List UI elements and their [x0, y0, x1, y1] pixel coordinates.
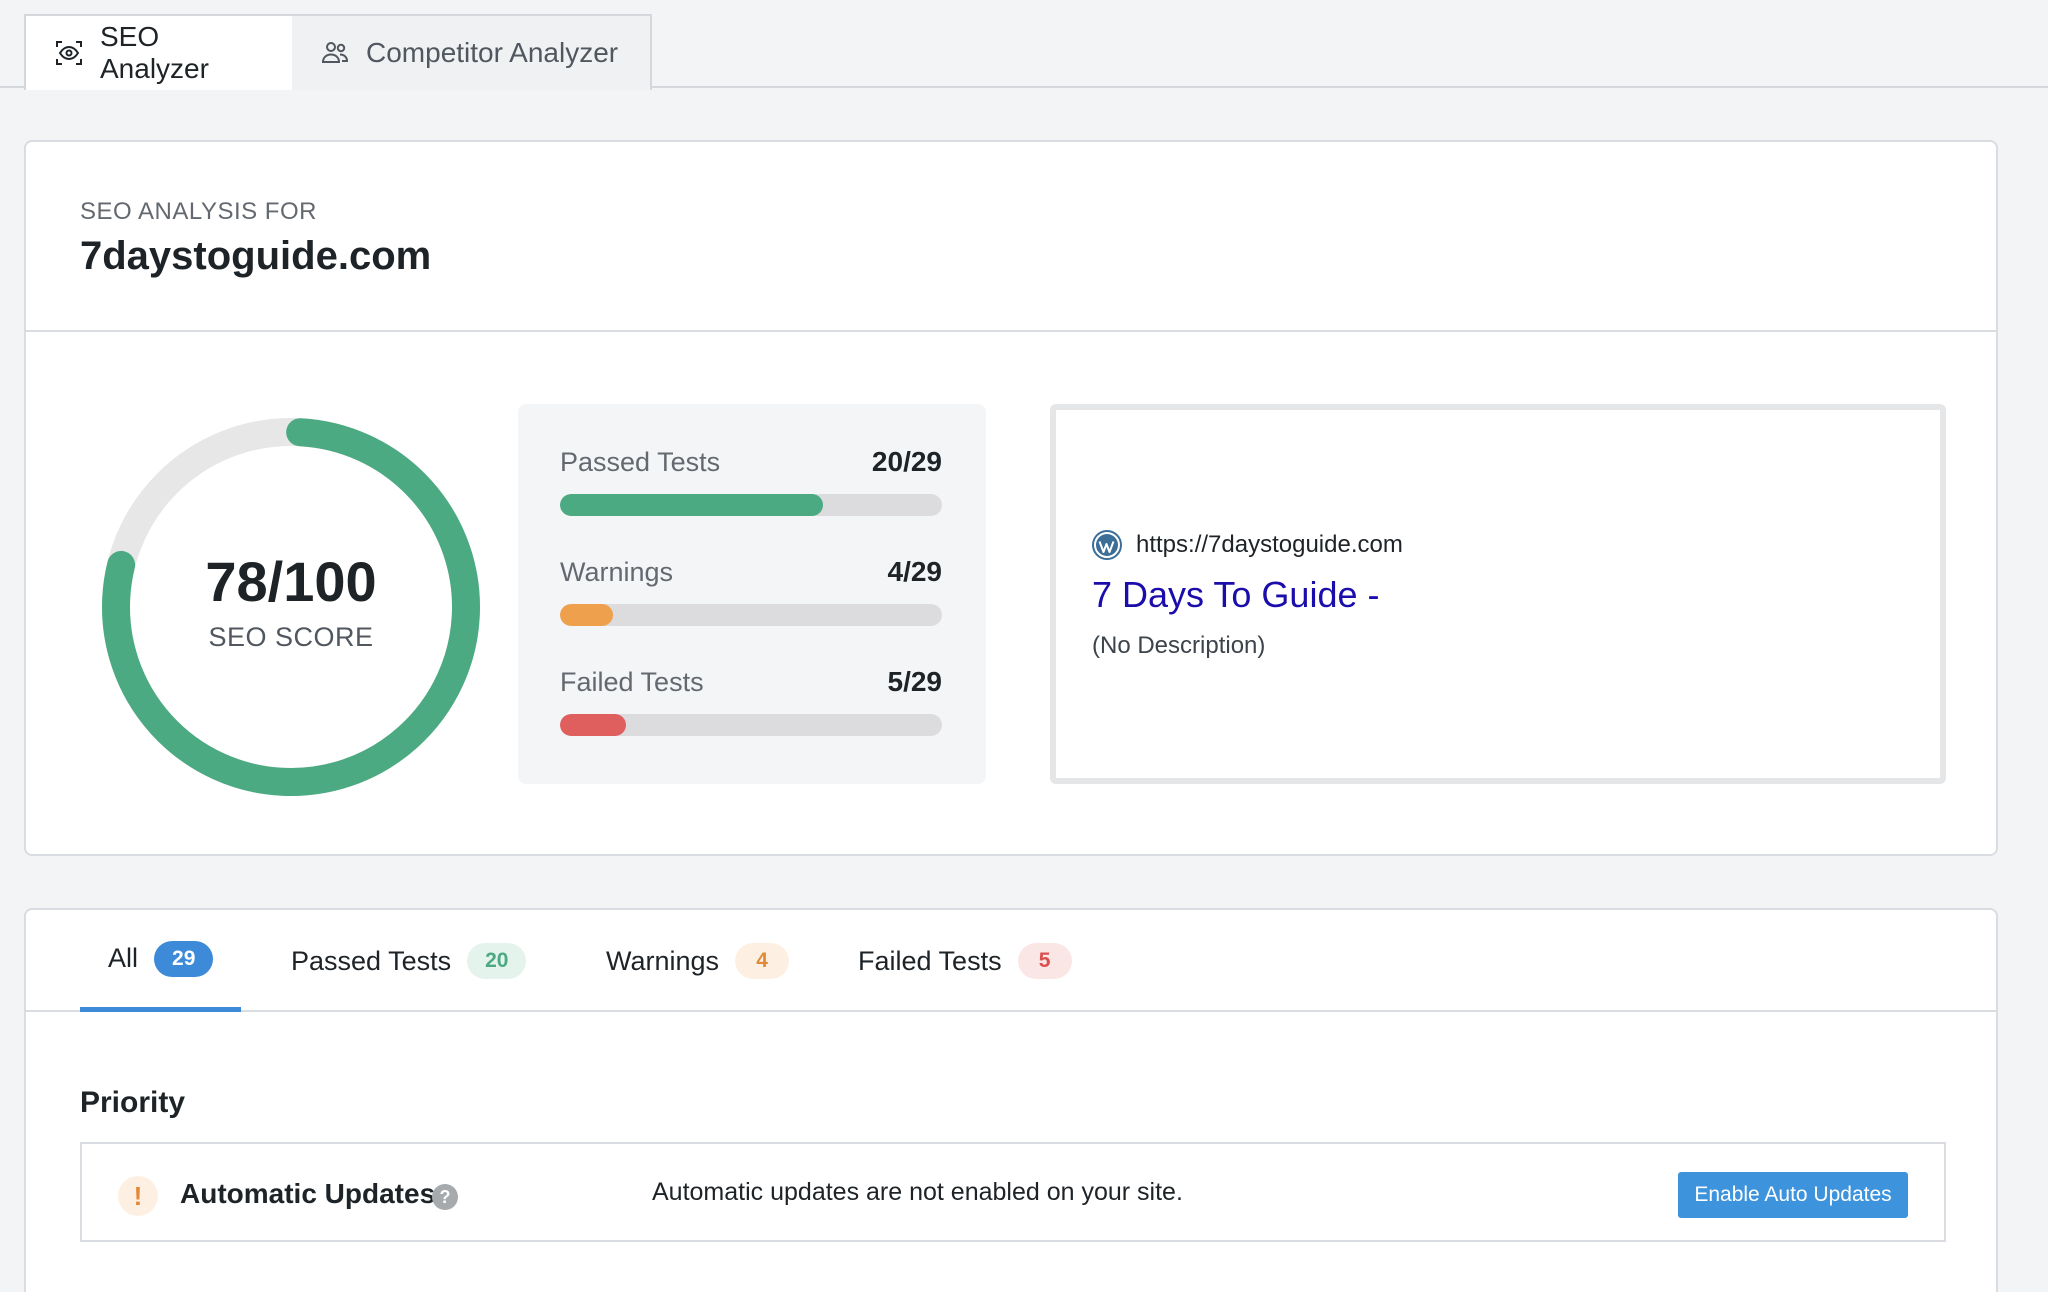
score-ring-fill	[101, 418, 480, 796]
filter-tab-warnings[interactable]: Warnings 4	[606, 910, 790, 1012]
filter-label: Passed Tests	[291, 945, 452, 976]
search-preview: https://7daystoguide.com 7 Days To Guide…	[1050, 404, 1946, 784]
count-badge: 5	[1017, 943, 1072, 979]
stat-count: 20/29	[871, 446, 942, 477]
filter-label: All	[108, 943, 139, 973]
item-title: Automatic Updates	[180, 1178, 436, 1209]
stat-failed-tests: Failed Tests 5/29	[560, 666, 942, 736]
filter-tab-all[interactable]: All 29	[80, 910, 242, 1012]
wordpress-icon	[1092, 530, 1122, 560]
count-badge: 20	[467, 943, 527, 979]
help-icon[interactable]: ?	[432, 1184, 458, 1210]
preview-title[interactable]: 7 Days To Guide -	[1092, 574, 1380, 615]
preview-description: (No Description)	[1092, 632, 1266, 659]
preview-url: https://7daystoguide.com	[1136, 531, 1403, 558]
stat-name: Failed Tests	[560, 667, 704, 697]
stat-warnings: Warnings 4/29	[560, 556, 942, 626]
list-item: ! Automatic Updates ? Automatic updates …	[80, 1142, 1946, 1242]
priority-heading: Priority	[80, 1086, 186, 1119]
stat-name: Passed Tests	[560, 447, 721, 477]
filter-tab-passed[interactable]: Passed Tests 20	[291, 910, 527, 1012]
test-stats-panel: Passed Tests 20/29 Warnings 4/29 Failed …	[518, 404, 986, 784]
progress-fill-failed	[560, 714, 626, 736]
tab-seo-analyzer-label: SEO Analyzer	[100, 21, 209, 84]
stat-count: 4/29	[887, 556, 943, 587]
users-icon	[320, 38, 350, 68]
analysis-label: SEO ANALYSIS FOR	[80, 198, 317, 225]
item-message: Automatic updates are not enabled on you…	[652, 1178, 1183, 1206]
filter-tab-failed[interactable]: Failed Tests 5	[858, 910, 1072, 1012]
summary-header: SEO ANALYSIS FOR 7daystoguide.com	[26, 142, 1996, 332]
stat-name: Warnings	[560, 557, 674, 587]
score-label: SEO SCORE	[208, 621, 374, 652]
filter-tabs: All 29 Passed Tests 20 Warnings 4 Failed…	[26, 910, 1996, 1012]
progress-fill-passed	[560, 494, 824, 516]
progress-track	[560, 714, 942, 736]
count-badge: 29	[154, 940, 214, 977]
stat-passed-tests: Passed Tests 20/29	[560, 446, 942, 516]
tab-competitor-analyzer-label: Competitor Analyzer	[366, 37, 619, 68]
count-badge: 4	[735, 943, 790, 979]
seo-summary-card: SEO ANALYSIS FOR 7daystoguide.com 78/100…	[24, 140, 1998, 856]
score-value: 78/100	[205, 549, 377, 613]
progress-track	[560, 604, 942, 626]
tab-seo-analyzer[interactable]: SEO Analyzer	[24, 14, 294, 90]
progress-fill-warnings	[560, 604, 613, 626]
preview-url-row: https://7daystoguide.com	[1092, 530, 1403, 560]
warning-icon: !	[118, 1176, 158, 1216]
tab-competitor-analyzer[interactable]: Competitor Analyzer	[292, 14, 652, 90]
filter-label: Warnings	[606, 945, 720, 976]
domain-title: 7daystoguide.com	[80, 234, 432, 278]
score-readout: 78/100 SEO SCORE	[78, 394, 504, 820]
top-tab-bar: SEO Analyzer Competitor Analyzer	[0, 0, 2048, 90]
stat-count: 5/29	[887, 666, 943, 697]
enable-auto-updates-button[interactable]: Enable Auto Updates	[1678, 1172, 1908, 1218]
eye-scan-icon	[54, 38, 84, 68]
seo-score-ring	[101, 418, 480, 796]
filter-label: Failed Tests	[858, 945, 1002, 976]
tests-card: All 29 Passed Tests 20 Warnings 4 Failed…	[24, 908, 1998, 1292]
progress-track	[560, 494, 942, 516]
